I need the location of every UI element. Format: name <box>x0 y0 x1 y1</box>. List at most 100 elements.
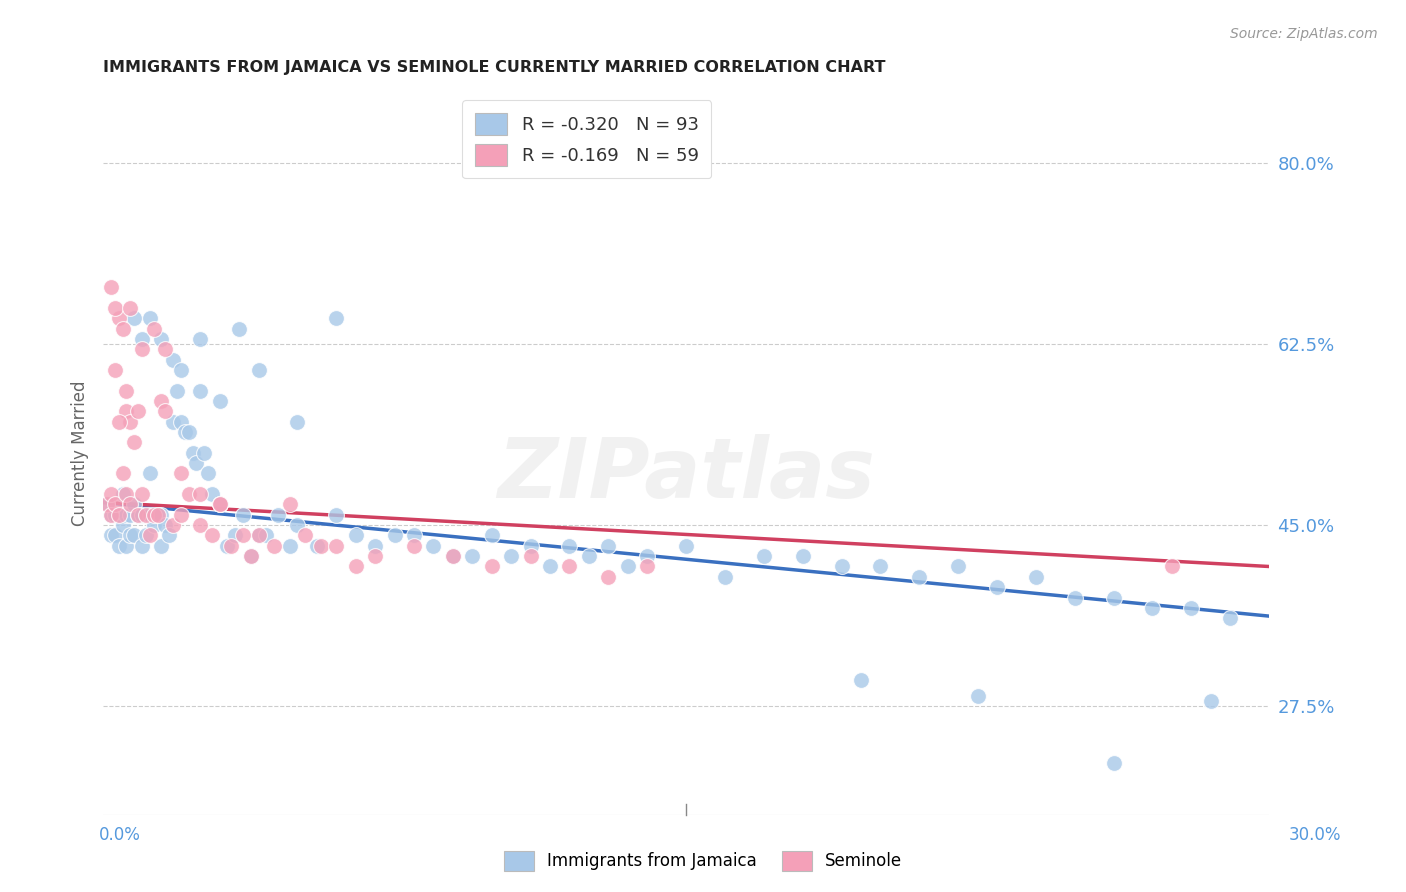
Point <box>131 539 153 553</box>
Point <box>155 518 177 533</box>
Point <box>849 673 872 688</box>
Point <box>139 528 162 542</box>
Point <box>104 498 127 512</box>
Point <box>139 467 162 481</box>
Point <box>193 446 215 460</box>
Text: 30.0%: 30.0% <box>1288 826 1341 844</box>
Point <box>122 498 145 512</box>
Point <box>181 446 204 460</box>
Point <box>197 467 219 481</box>
Point <box>111 487 134 501</box>
Point <box>150 394 173 409</box>
Point <box>714 570 737 584</box>
Point <box>294 528 316 542</box>
Point <box>111 518 134 533</box>
Point <box>139 508 162 522</box>
Point <box>1102 591 1125 605</box>
Point <box>107 508 129 522</box>
Point <box>309 539 332 553</box>
Point <box>177 425 200 439</box>
Point <box>254 528 277 542</box>
Point <box>578 549 600 563</box>
Point <box>792 549 814 563</box>
Point <box>966 689 988 703</box>
Point <box>115 404 138 418</box>
Point <box>598 539 620 553</box>
Point <box>344 559 367 574</box>
Point <box>131 508 153 522</box>
Point <box>170 508 193 522</box>
Point <box>598 570 620 584</box>
Point <box>104 301 127 315</box>
Point <box>217 539 239 553</box>
Point <box>402 528 425 542</box>
Point <box>422 539 444 553</box>
Point <box>1063 591 1085 605</box>
Point <box>100 528 122 542</box>
Point <box>120 528 142 542</box>
Point <box>1160 559 1182 574</box>
Point <box>120 508 142 522</box>
Point <box>150 539 173 553</box>
Point <box>675 539 697 553</box>
Point <box>177 487 200 501</box>
Point <box>188 332 211 346</box>
Point <box>135 528 157 542</box>
Point <box>139 311 162 326</box>
Point <box>636 549 658 563</box>
Point <box>617 559 640 574</box>
Point <box>232 528 254 542</box>
Point <box>287 518 309 533</box>
Point <box>224 528 246 542</box>
Legend: Immigrants from Jamaica, Seminole: Immigrants from Jamaica, Seminole <box>495 842 911 880</box>
Point <box>325 311 347 326</box>
Point <box>173 425 195 439</box>
Point <box>127 508 149 522</box>
Text: Source: ZipAtlas.com: Source: ZipAtlas.com <box>1230 27 1378 41</box>
Point <box>908 570 931 584</box>
Point <box>100 508 122 522</box>
Point <box>127 404 149 418</box>
Point <box>188 518 211 533</box>
Point <box>120 498 142 512</box>
Point <box>162 518 184 533</box>
Point <box>131 487 153 501</box>
Point <box>278 539 301 553</box>
Point <box>115 487 138 501</box>
Point <box>166 384 188 398</box>
Text: ZIPatlas: ZIPatlas <box>498 434 875 515</box>
Point <box>107 311 129 326</box>
Point <box>104 363 127 377</box>
Point <box>150 508 173 522</box>
Point <box>111 467 134 481</box>
Point <box>221 539 243 553</box>
Point <box>441 549 464 563</box>
Point <box>188 384 211 398</box>
Point <box>170 467 193 481</box>
Point <box>186 456 208 470</box>
Point <box>115 384 138 398</box>
Point <box>100 487 122 501</box>
Point <box>636 559 658 574</box>
Point <box>146 508 169 522</box>
Point <box>1142 600 1164 615</box>
Point <box>364 549 387 563</box>
Point <box>104 508 127 522</box>
Point <box>869 559 891 574</box>
Point <box>142 508 165 522</box>
Point <box>201 487 224 501</box>
Point <box>208 394 231 409</box>
Point <box>170 363 193 377</box>
Point <box>107 415 129 429</box>
Point <box>155 343 177 357</box>
Point <box>131 332 153 346</box>
Point <box>247 363 270 377</box>
Point <box>1199 694 1222 708</box>
Point <box>96 498 118 512</box>
Point <box>461 549 484 563</box>
Point <box>208 498 231 512</box>
Point <box>1025 570 1047 584</box>
Y-axis label: Currently Married: Currently Married <box>72 380 89 525</box>
Point <box>558 559 581 574</box>
Point <box>188 487 211 501</box>
